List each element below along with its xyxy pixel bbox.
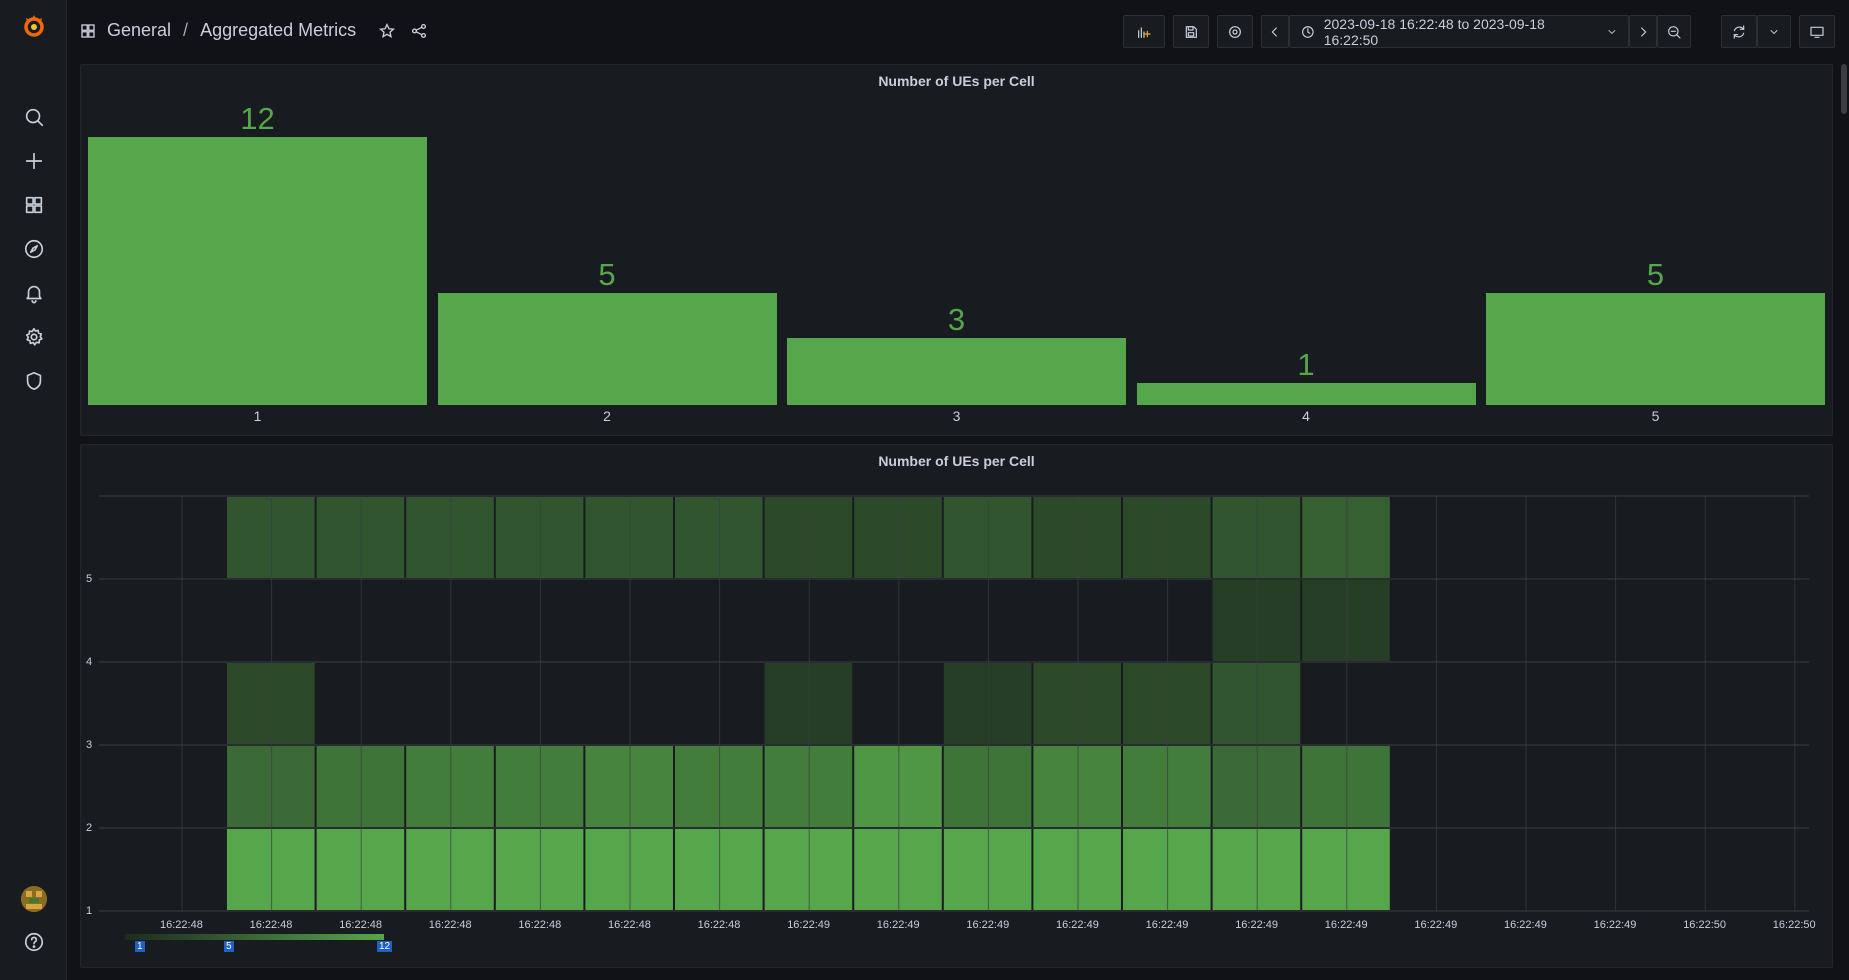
clock-icon	[1302, 25, 1314, 38]
bar-value-label: 1	[1297, 346, 1315, 382]
search-icon[interactable]	[20, 103, 48, 131]
dashboard-settings-button[interactable]	[1217, 15, 1253, 48]
dashboard-navbar: General / Aggregated Metrics 2023-09-18 …	[67, 0, 1849, 64]
monitor-icon	[1810, 26, 1824, 38]
breadcrumb-separator: /	[183, 20, 189, 40]
help-icon[interactable]	[20, 928, 48, 956]
heatmap-color-legend	[125, 934, 384, 940]
refresh-button[interactable]	[1721, 15, 1757, 48]
bar-value-label: 12	[240, 101, 275, 136]
heatmap-x-tick-label: 16:22:48	[608, 919, 651, 931]
tv-mode-button[interactable]	[1799, 15, 1835, 48]
dashboards-icon	[81, 23, 95, 38]
user-avatar[interactable]	[21, 886, 47, 912]
heatmap-x-tick-label: 16:22:48	[339, 919, 383, 931]
chevron-down-icon	[1608, 29, 1616, 34]
heatmap-panel[interactable]: Number of UEs per Cell	[80, 444, 1833, 968]
bar-3[interactable]	[787, 338, 1126, 405]
dashboard-title[interactable]: Aggregated Metrics	[200, 20, 357, 40]
save-icon	[1185, 25, 1197, 38]
add-panel-button[interactable]	[1123, 15, 1165, 48]
heatmap-y-tick-label: 5	[86, 573, 93, 585]
chevron-left-icon	[1271, 26, 1277, 37]
chevron-right-icon	[1641, 26, 1647, 37]
heatmap-x-tick-label: 16:22:48	[428, 919, 472, 931]
grafana-logo-icon[interactable]	[20, 12, 48, 40]
time-range-back-button[interactable]	[1261, 15, 1289, 48]
heatmap-x-tick-label: 16:22:48	[249, 919, 293, 931]
heatmap-x-tick-label: 16:22:49	[1056, 919, 1099, 931]
breadcrumb-folder[interactable]: General	[107, 20, 172, 40]
sidebar	[0, 0, 67, 980]
heatmap-x-tick-label: 16:22:49	[876, 919, 920, 931]
bar-value-label: 5	[1646, 257, 1665, 293]
heatmap-y-tick-label: 3	[86, 739, 93, 751]
bar-5[interactable]	[1486, 293, 1825, 405]
refresh-interval-dropdown[interactable]	[1757, 15, 1791, 48]
bar-category-label: 4	[1302, 408, 1310, 424]
legend-mid-label: 5	[224, 941, 234, 952]
bar-category-label: 5	[1651, 408, 1660, 424]
bar-2[interactable]	[437, 293, 777, 405]
heatmap-y-tick-label: 1	[86, 905, 93, 917]
bar-category-label: 2	[603, 408, 611, 424]
shield-icon[interactable]	[20, 367, 48, 395]
zoom-out-button[interactable]	[1657, 15, 1691, 48]
heatmap-x-tick-label: 16:22:49	[1324, 919, 1368, 931]
bar-4[interactable]	[1136, 382, 1476, 405]
explore-compass-icon[interactable]	[20, 235, 48, 263]
star-icon[interactable]	[378, 22, 396, 40]
time-range-picker[interactable]: 2023-09-18 16:22:48 to 2023-09-18 16:22:…	[1289, 15, 1629, 48]
heatmap-x-tick-label: 16:22:49	[1504, 919, 1547, 931]
plus-icon[interactable]	[20, 147, 48, 175]
bar-category-label: 1	[253, 408, 262, 424]
heatmap-x-tick-label: 16:22:49	[1235, 919, 1279, 931]
heatmap-x-tick-label: 16:22:48	[518, 919, 562, 931]
heatmap-y-tick-label: 2	[86, 822, 93, 834]
page-scrollbar[interactable]	[1841, 64, 1847, 114]
panel-title[interactable]: Number of UEs per Cell	[878, 73, 1035, 89]
time-range-text: 2023-09-18 16:22:48 to 2023-09-18 16:22:…	[1323, 15, 1545, 48]
bar-category-label: 3	[952, 408, 961, 424]
alert-bell-icon[interactable]	[20, 279, 48, 307]
refresh-icon	[1733, 24, 1745, 39]
panel-title[interactable]: Number of UEs per Cell	[878, 453, 1035, 469]
gear-icon[interactable]	[20, 323, 48, 351]
legend-max-label: 12	[377, 941, 393, 952]
heatmap-x-tick-label: 16:22:49	[787, 919, 831, 931]
time-range-forward-button[interactable]	[1629, 15, 1657, 48]
bar-value-label: 3	[947, 302, 966, 337]
share-icon[interactable]	[410, 22, 428, 40]
add-panel-icon	[1138, 26, 1151, 38]
heatmap-x-tick-label: 16:22:49	[966, 919, 1010, 931]
save-dashboard-button[interactable]	[1173, 15, 1209, 48]
heatmap-x-tick-label: 16:22:50	[1683, 919, 1727, 931]
gear-icon	[1229, 25, 1241, 38]
legend-min-label: 1	[135, 941, 145, 952]
heatmap-x-tick-label: 16:22:49	[1593, 919, 1637, 931]
bar-1[interactable]	[88, 137, 427, 405]
heatmap-x-tick-label: 16:22:48	[697, 919, 741, 931]
breadcrumb: General / Aggregated Metrics	[79, 20, 428, 41]
chevron-down-icon	[1770, 29, 1778, 34]
heatmap-y-tick-label: 4	[86, 656, 93, 668]
heatmap-x-tick-label: 16:22:49	[1145, 919, 1189, 931]
heatmap-x-tick-label: 16:22:48	[160, 919, 203, 931]
bar-value-label: 5	[598, 257, 616, 293]
zoom-out-icon	[1668, 25, 1681, 39]
heatmap-x-tick-label: 16:22:49	[1414, 919, 1458, 931]
dashboards-icon[interactable]	[20, 191, 48, 219]
heatmap-x-tick-label: 16:22:50	[1772, 919, 1816, 931]
